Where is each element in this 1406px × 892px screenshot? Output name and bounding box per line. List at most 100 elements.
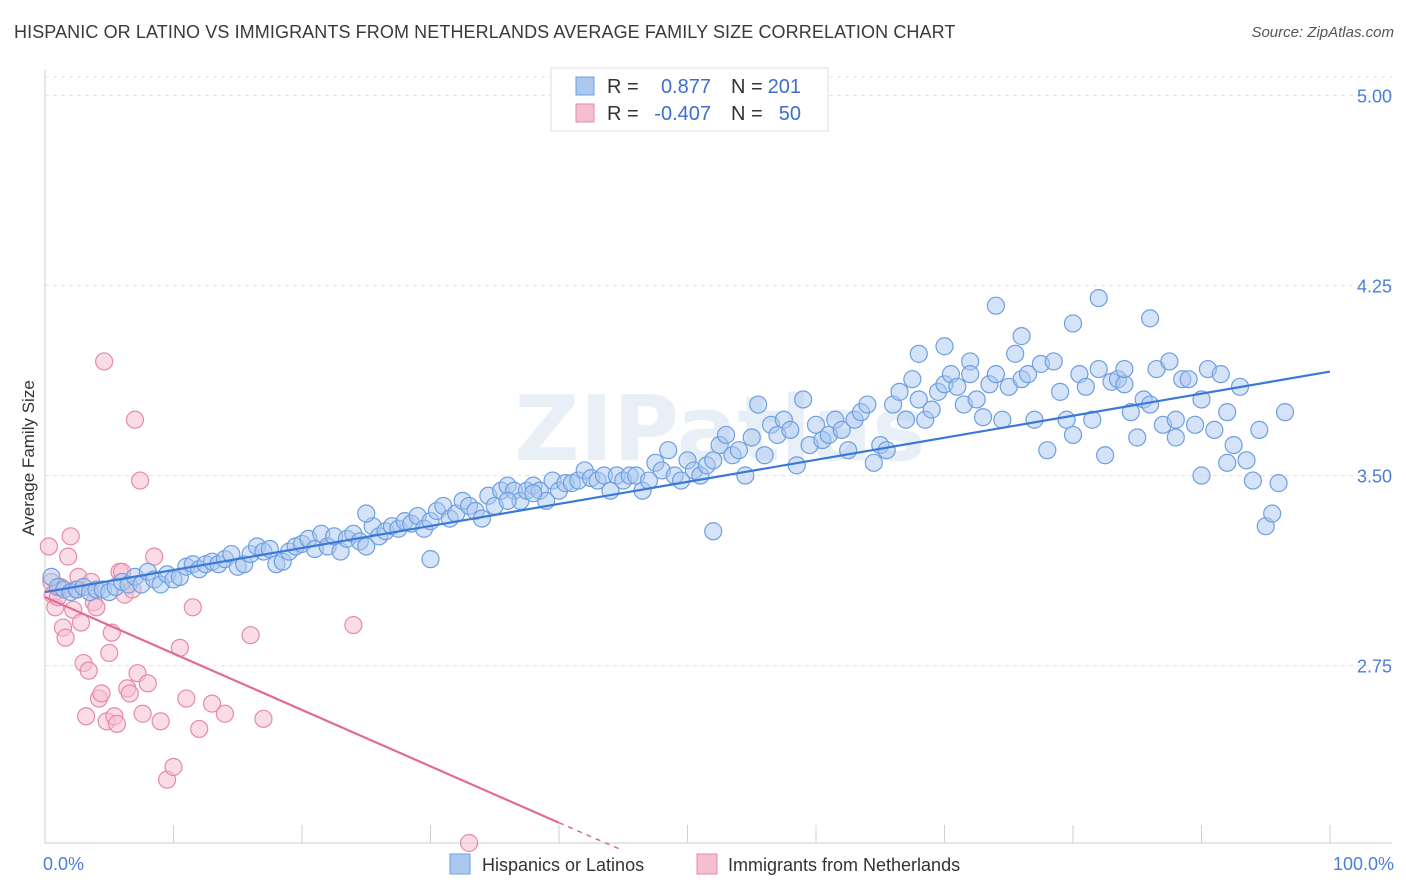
pink-point	[77, 707, 96, 726]
blue-point	[729, 441, 749, 460]
pink-point	[177, 689, 196, 708]
blue-point	[1128, 428, 1147, 447]
blue-point	[1025, 410, 1044, 429]
blue-point	[659, 441, 678, 460]
pink-point	[120, 684, 139, 703]
blue-point	[1096, 446, 1115, 465]
blue-point	[1205, 420, 1224, 439]
blue-point	[986, 296, 1006, 315]
blue-point	[787, 456, 806, 475]
source-label: Source: ZipAtlas.com	[1251, 24, 1394, 41]
blue-point	[986, 365, 1006, 384]
blue-point	[794, 390, 813, 409]
chart-title: HISPANIC OR LATINO VS IMMIGRANTS FROM NE…	[14, 22, 956, 42]
blue-point	[1192, 466, 1211, 485]
legend-r-label-2: R =	[607, 103, 639, 125]
blue-point	[909, 344, 928, 363]
bottom-swatch-pink	[696, 853, 718, 875]
blue-point	[357, 504, 376, 523]
blue-point	[1038, 441, 1057, 460]
pink-point	[254, 709, 273, 728]
blue-point	[1166, 428, 1185, 447]
legend-n-value-1: 201	[768, 76, 801, 98]
pink-point	[344, 615, 363, 635]
trend-line-netherlands-extension	[558, 822, 624, 852]
bottom-swatch-blue	[449, 853, 471, 875]
blue-point	[704, 451, 723, 470]
blue-point	[781, 420, 800, 439]
legend-n-label-2: N =	[731, 103, 763, 125]
blue-point	[832, 420, 851, 439]
legend-swatch-pink	[575, 103, 595, 123]
pink-point	[56, 628, 75, 647]
series-immigrants-from-netherlands	[39, 352, 479, 853]
series-hispanics-or-latinos	[42, 288, 1295, 602]
blue-point	[1083, 410, 1102, 429]
blue-point	[704, 522, 723, 541]
pink-point	[61, 527, 80, 546]
trend-line-netherlands	[44, 596, 560, 824]
blue-point	[1051, 382, 1070, 401]
blue-point	[1006, 344, 1025, 363]
pink-point	[138, 674, 157, 693]
blue-point	[749, 395, 768, 414]
blue-point	[1063, 314, 1083, 333]
blue-point	[1140, 309, 1160, 328]
blue-point	[1185, 415, 1205, 434]
blue-point	[1160, 352, 1179, 371]
y-tick-label: 4.25	[1357, 276, 1392, 296]
blue-point	[716, 425, 736, 445]
pink-point	[92, 684, 111, 703]
blue-point	[890, 382, 909, 401]
legend-n-value-2: 50	[779, 103, 801, 125]
pink-point	[95, 352, 114, 371]
pink-point	[59, 547, 78, 566]
blue-point	[909, 390, 928, 409]
blue-point	[806, 415, 826, 434]
y-tick-label: 2.75	[1357, 657, 1392, 677]
blue-point	[1275, 403, 1295, 422]
pink-point	[125, 410, 145, 429]
trend-line-hispanics	[44, 370, 1331, 594]
blue-point	[524, 484, 543, 503]
blue-point	[1057, 410, 1076, 429]
blue-point	[1179, 370, 1198, 389]
pink-point	[164, 757, 183, 777]
y-tick-label: 5.00	[1357, 86, 1392, 106]
blue-point	[1018, 365, 1038, 384]
y-tick-labels: 2.75 3.50 4.25 5.00	[1357, 86, 1392, 676]
blue-point	[864, 453, 883, 472]
blue-point	[421, 550, 440, 569]
blue-point	[1089, 359, 1108, 379]
legend-bottom: Hispanics or Latinos Immigrants from Net…	[449, 853, 960, 875]
blue-point	[1250, 420, 1269, 439]
blue-point	[742, 428, 761, 447]
blue-point	[736, 466, 755, 485]
blue-point	[1012, 327, 1031, 346]
blue-point	[896, 410, 916, 429]
x-tick-label-min: 0.0%	[43, 854, 84, 874]
blue-point	[1115, 359, 1134, 379]
pink-point	[39, 537, 58, 556]
blue-point	[1211, 365, 1230, 384]
x-tick-label-max: 100.0%	[1333, 854, 1394, 874]
y-tick-label: 3.50	[1357, 467, 1392, 487]
blue-point	[1263, 504, 1282, 523]
legend-top: R = 0.877 N = 201 R = -0.407 N = 50	[550, 67, 829, 132]
blue-point	[1063, 425, 1083, 445]
blue-point	[1121, 403, 1140, 422]
blue-point	[1166, 410, 1185, 429]
blue-point	[903, 370, 922, 389]
blue-point	[1218, 403, 1237, 422]
pink-point	[145, 547, 164, 566]
blue-point	[948, 377, 967, 396]
blue-point	[498, 491, 517, 510]
legend-n-label-1: N =	[731, 76, 763, 98]
pink-point	[107, 714, 127, 733]
pink-point	[133, 704, 152, 723]
blue-point	[935, 337, 954, 356]
y-axis-label: Average Family Size	[19, 380, 38, 536]
pink-point	[190, 719, 209, 739]
blue-point	[1089, 288, 1108, 308]
